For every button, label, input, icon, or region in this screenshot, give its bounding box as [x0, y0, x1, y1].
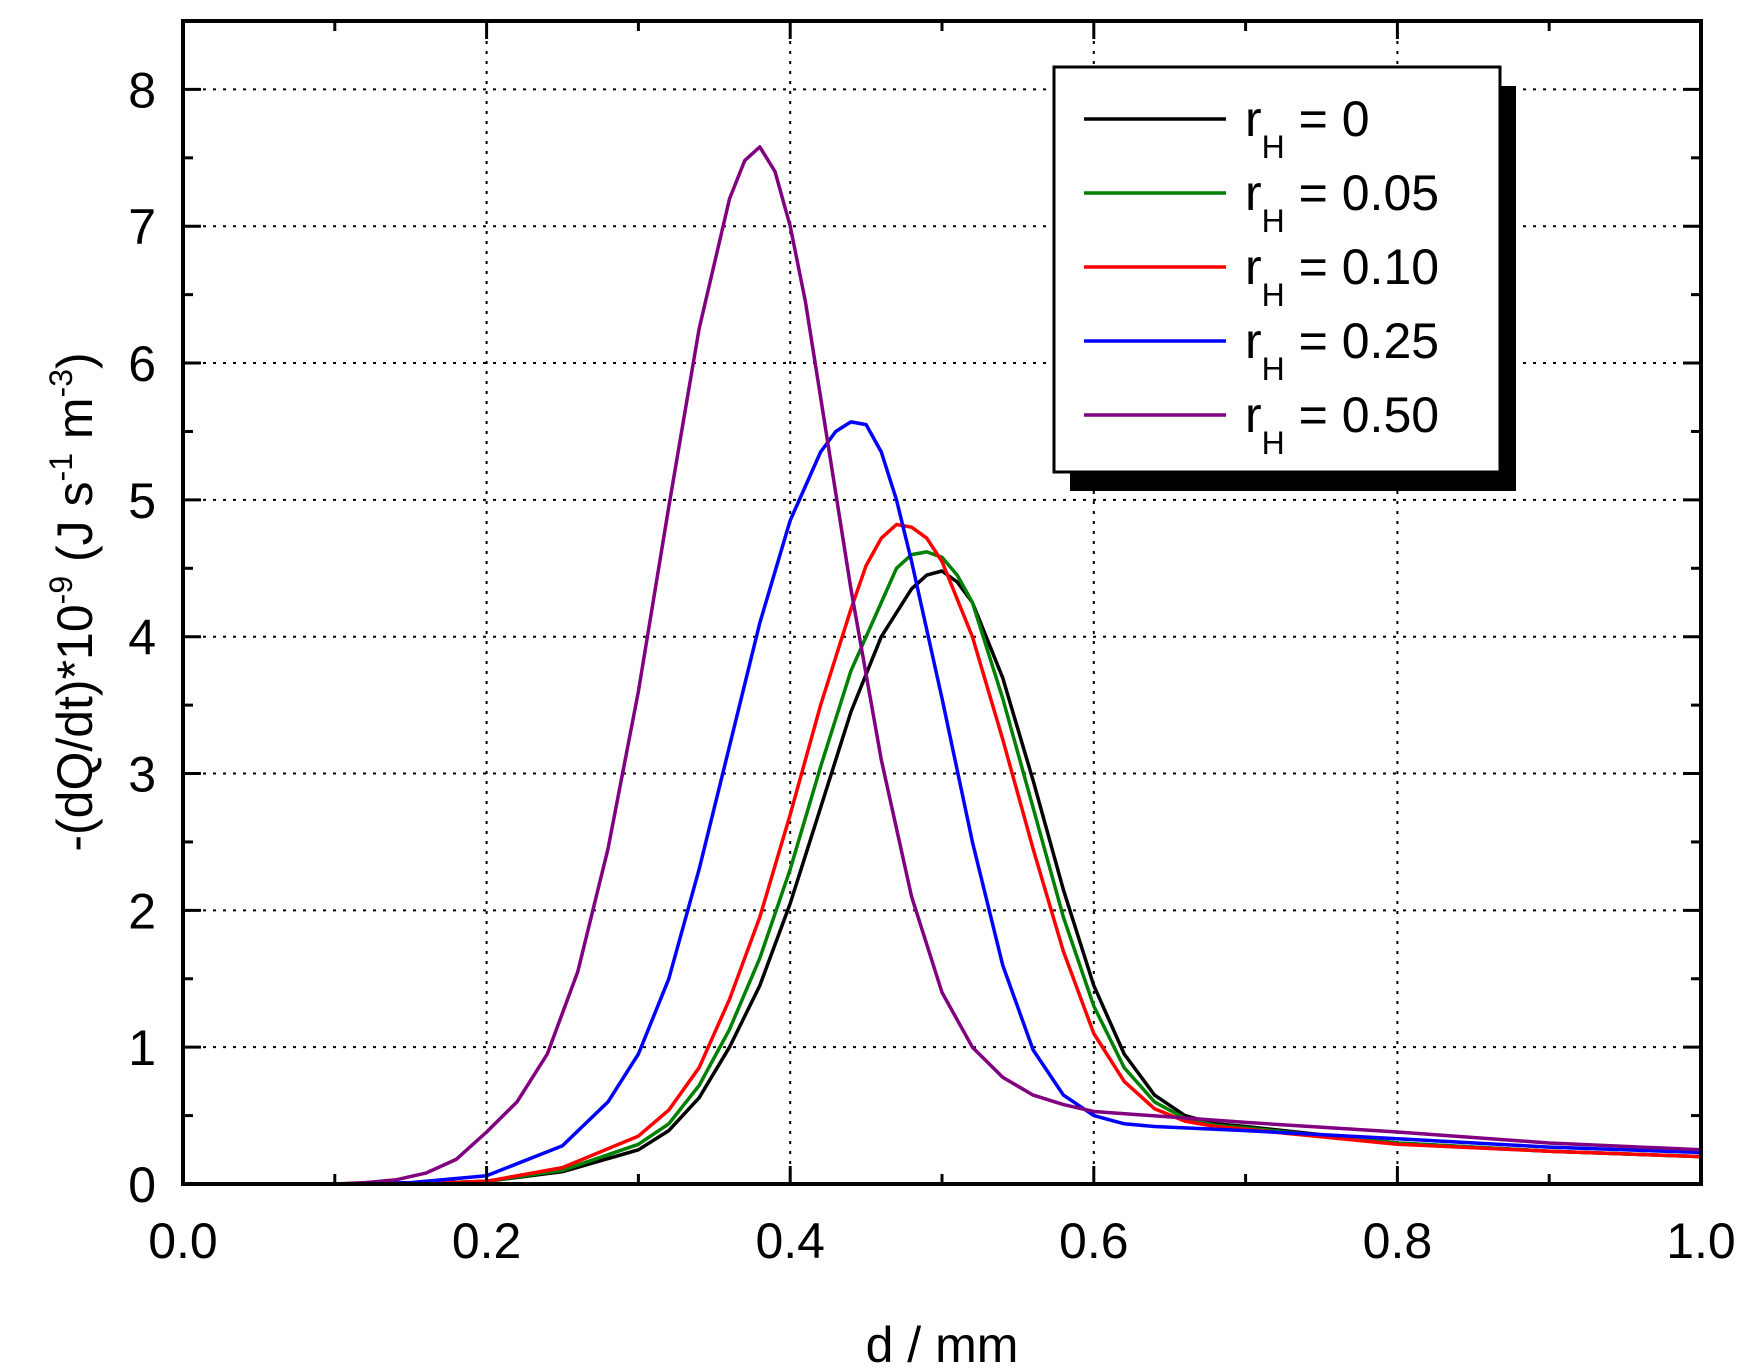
- axis-ticks: [181, 21, 1703, 1186]
- legend-label-2: rH = 0.10: [1245, 239, 1439, 313]
- y-axis-title: -(dQ/dt)*10-9 (J s-1 m-3): [43, 352, 103, 851]
- y-tick-label: 8: [128, 62, 156, 118]
- series-line-1: [183, 550, 1702, 1186]
- y-tick-label: 1: [128, 1020, 156, 1076]
- y-tick-label: 6: [128, 336, 156, 392]
- y-tick-labels: 0 1 2 3 4 5 6 7 8: [128, 62, 156, 1213]
- gridlines: [183, 21, 1701, 1184]
- legend-box: [1052, 65, 1502, 474]
- y-tick-label: 5: [128, 473, 156, 529]
- x-tick-labels: 0.0 0.2 0.4 0.6 0.8 1.0: [148, 1213, 1736, 1269]
- legend-label-4: rH = 0.50: [1245, 387, 1439, 461]
- series-line-4: [183, 145, 1702, 1186]
- x-axis-title: d / mm: [866, 1317, 1019, 1368]
- series-line-3: [183, 420, 1702, 1186]
- y-tick-label: 3: [128, 747, 156, 803]
- y-tick-label: 4: [128, 610, 156, 666]
- legend-label-3: rH = 0.25: [1245, 313, 1439, 387]
- x-tick-label: 1.0: [1666, 1213, 1736, 1269]
- x-tick-label: 0.2: [452, 1213, 522, 1269]
- series-line-0: [183, 569, 1702, 1186]
- y-tick-label: 7: [128, 199, 156, 255]
- x-tick-label: 0.0: [148, 1213, 218, 1269]
- x-tick-label: 0.8: [1363, 1213, 1433, 1269]
- y-tick-label: 2: [128, 883, 156, 939]
- legend-label-0: rH = 0: [1245, 91, 1370, 165]
- x-tick-label: 0.4: [755, 1213, 825, 1269]
- legend-label-1: rH = 0.05: [1245, 165, 1439, 239]
- y-tick-label: 0: [128, 1157, 156, 1213]
- series-lines: [183, 145, 1702, 1186]
- x-tick-label: 0.6: [1059, 1213, 1129, 1269]
